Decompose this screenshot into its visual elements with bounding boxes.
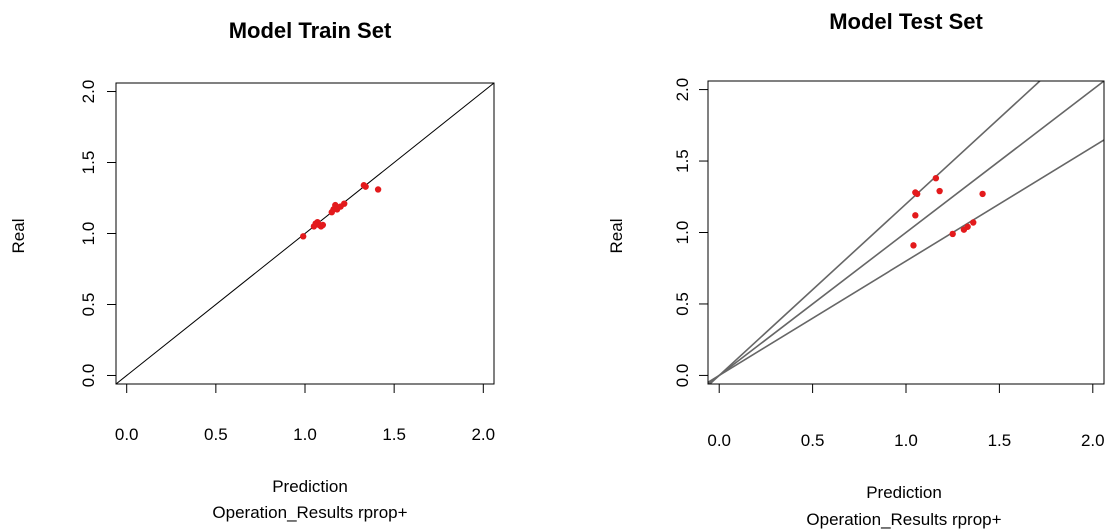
train-x-tick-label-2: 1.0 xyxy=(293,425,317,444)
test-chart-title: Model Test Set xyxy=(829,9,983,34)
test-x-tick-label-1: 0.5 xyxy=(801,431,825,450)
test-point-5 xyxy=(936,187,943,195)
train-x-tick-label-1: 0.5 xyxy=(204,425,228,444)
train-y-tick-label-2: 1.0 xyxy=(79,222,98,246)
test-x-tick-label-4: 2.0 xyxy=(1081,431,1105,450)
test-point-6 xyxy=(949,230,956,238)
test-chart: Model Test Set 0.0 0.5 1.0 1.5 2.0 0.0 0.5 1.0… xyxy=(607,9,1105,529)
test-x-axis-sublabel: Operation_Results rprop+ xyxy=(806,510,1001,529)
test-reference-lines xyxy=(708,81,1104,384)
test-x-tick-label-2: 1.0 xyxy=(894,431,918,450)
test-reference-line-1 xyxy=(708,81,1104,384)
train-chart: Model Train Set 0.0 0.5 1.0 1.5 2.0 0.0 0.5 1.… xyxy=(9,18,495,522)
test-x-axis: 0.0 0.5 1.0 1.5 2.0 xyxy=(707,383,1105,450)
test-point-8 xyxy=(964,223,971,230)
train-x-axis-label: Prediction xyxy=(272,477,348,496)
test-reference-line-0 xyxy=(708,81,1042,384)
train-point-15 xyxy=(374,186,382,193)
train-point-6 xyxy=(319,221,327,229)
test-y-tick-label-0: 0.0 xyxy=(673,364,692,388)
train-x-tick-label-4: 2.0 xyxy=(471,425,495,444)
test-y-tick-label-4: 2.0 xyxy=(673,78,692,102)
train-y-tick-label-1: 0.5 xyxy=(79,293,98,317)
test-point-4 xyxy=(932,174,940,182)
train-y-axis-label: Real xyxy=(9,219,28,254)
train-y-tick-label-4: 2.0 xyxy=(79,80,98,104)
train-x-axis: 0.0 0.5 1.0 1.5 2.0 xyxy=(115,383,495,444)
test-x-tick-label-0: 0.0 xyxy=(707,431,731,450)
test-reference-line-2 xyxy=(708,139,1104,383)
train-x-tick-label-3: 1.5 xyxy=(382,425,406,444)
test-x-axis-label: Prediction xyxy=(866,483,942,502)
test-y-axis-label: Real xyxy=(607,219,626,254)
train-y-tick-label-0: 0.0 xyxy=(79,364,98,388)
train-point-0 xyxy=(300,233,307,240)
train-reference-line-0 xyxy=(116,83,494,384)
test-point-1 xyxy=(912,212,919,219)
test-y-tick-label-3: 1.5 xyxy=(673,149,692,173)
train-x-tick-label-0: 0.0 xyxy=(115,425,139,444)
test-y-axis: 0.0 0.5 1.0 1.5 2.0 xyxy=(673,78,708,387)
train-points xyxy=(300,182,382,240)
test-point-3 xyxy=(914,190,921,198)
train-point-14 xyxy=(362,183,369,190)
train-chart-title: Model Train Set xyxy=(229,18,392,43)
train-y-axis: 0.0 0.5 1.0 1.5 2.0 xyxy=(79,80,116,388)
train-reference-lines xyxy=(116,83,494,384)
test-y-tick-label-1: 0.5 xyxy=(673,292,692,316)
train-point-12 xyxy=(341,200,348,207)
test-point-10 xyxy=(979,190,986,198)
test-points xyxy=(910,174,986,249)
test-point-9 xyxy=(970,219,977,226)
train-x-axis-sublabel: Operation_Results rprop+ xyxy=(212,503,407,522)
test-point-0 xyxy=(910,242,917,249)
test-x-tick-label-3: 1.5 xyxy=(988,431,1012,450)
test-y-tick-label-2: 1.0 xyxy=(673,221,692,245)
train-y-tick-label-3: 1.5 xyxy=(79,151,98,175)
